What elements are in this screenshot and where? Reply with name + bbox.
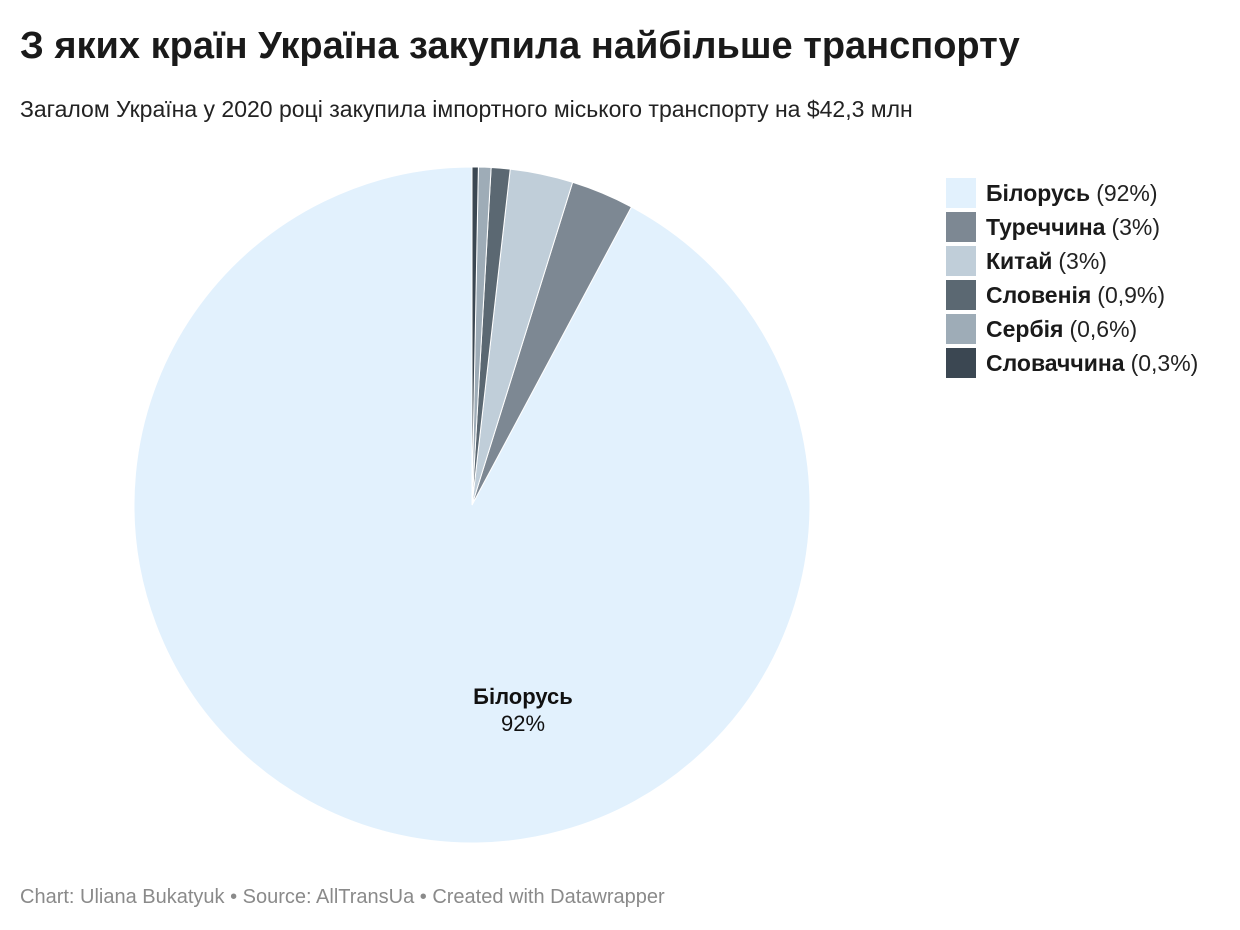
pie-slices — [133, 166, 811, 844]
legend-swatch — [946, 280, 976, 310]
legend-item-china: Китай (3%) — [946, 244, 1198, 278]
legend-label: Китай — [986, 247, 1053, 274]
pie-slice-1 — [133, 166, 811, 844]
legend-swatch — [946, 246, 976, 276]
legend-value: (92%) — [1096, 179, 1158, 206]
legend-label: Білорусь — [986, 179, 1091, 206]
legend-item-serbia: Сербія (0,6%) — [946, 312, 1198, 346]
legend-label: Туреччина — [986, 213, 1106, 240]
legend-value: (0,9%) — [1097, 281, 1166, 308]
legend-value: (0,6%) — [1069, 315, 1138, 342]
legend-item-belarus: Білорусь (92%) — [946, 176, 1198, 210]
legend-label: Словаччина — [986, 349, 1125, 376]
chart-title: З яких країн Україна закупила найбільше … — [20, 25, 1020, 67]
legend-swatch — [946, 212, 976, 242]
legend-swatch — [946, 178, 976, 208]
legend-item-turkey: Туреччина (3%) — [946, 210, 1198, 244]
chart-subtitle: Загалом Україна у 2020 році закупила імп… — [20, 96, 913, 122]
legend-label: Словенія — [986, 281, 1092, 308]
chart-footer: Chart: Uliana Bukatyuk • Source: AllTran… — [20, 886, 665, 908]
legend-item-slovakia: Словаччина (0,3%) — [946, 346, 1198, 380]
legend-value: (3%) — [1058, 247, 1107, 274]
legend-item-slovenia: Словенія (0,9%) — [946, 278, 1198, 312]
pie-label-value-belarus: 92% — [501, 711, 545, 736]
pie-data-labels: Білорусь 92% — [473, 684, 573, 736]
legend-swatch — [946, 314, 976, 344]
legend-value: (0,3%) — [1130, 349, 1199, 376]
pie-slice-6 — [471, 166, 479, 506]
legend-value: (3%) — [1111, 213, 1161, 240]
pie-label-name-belarus: Білорусь — [473, 684, 573, 709]
legend-label: Сербія — [986, 315, 1064, 342]
legend-swatch — [946, 348, 976, 378]
legend: Білорусь (92%) Туреччина (3%) Китай (3%)… — [946, 176, 1198, 380]
